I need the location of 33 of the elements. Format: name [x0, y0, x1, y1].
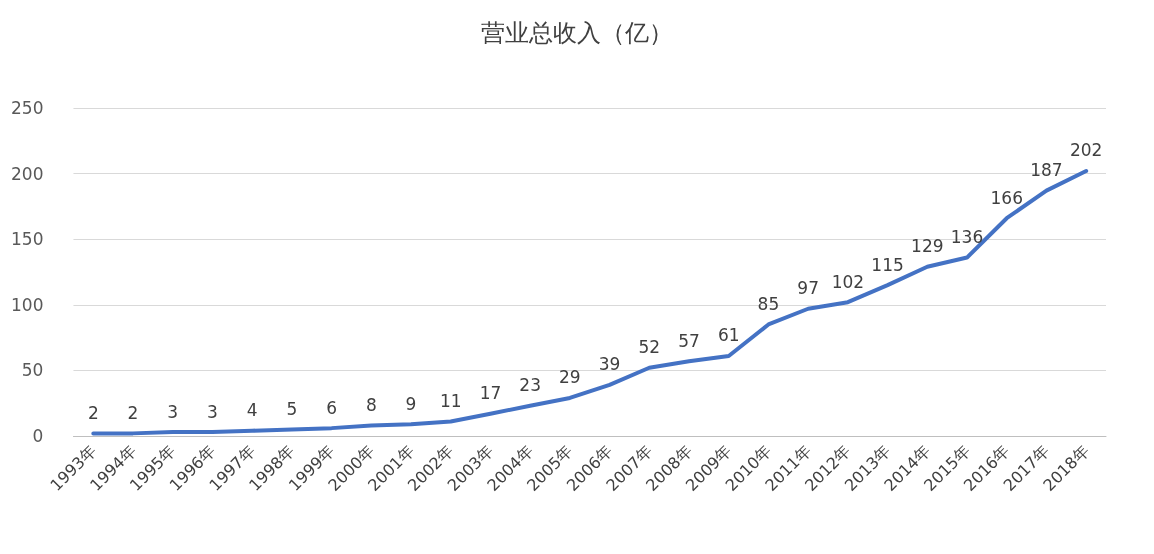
y-tick-label: 50 [21, 360, 44, 381]
data-label: 29 [559, 367, 581, 388]
data-label: 3 [207, 401, 218, 422]
data-label: 136 [950, 227, 984, 248]
data-label: 3 [167, 401, 179, 422]
data-label: 2 [127, 402, 139, 423]
data-label: 52 [638, 337, 661, 358]
data-label: 166 [990, 187, 1023, 208]
data-label: 61 [717, 325, 740, 346]
data-label: 129 [911, 236, 944, 257]
data-label: 17 [479, 383, 502, 404]
y-tick-label: 100 [10, 294, 44, 315]
y-tick-label: 0 [32, 426, 44, 446]
data-label: 5 [286, 398, 298, 419]
data-label: 6 [326, 397, 337, 418]
data-label: 8 [365, 395, 377, 415]
chart-title: 营业总收入（亿） [481, 19, 673, 47]
data-label: 4 [246, 400, 258, 421]
data-label: 9 [405, 393, 417, 414]
data-label: 202 [1069, 140, 1103, 161]
data-label: 85 [757, 293, 780, 314]
data-label: 57 [678, 330, 700, 351]
data-label: 23 [519, 375, 541, 396]
data-label: 115 [871, 254, 904, 275]
data-label: 39 [598, 354, 621, 375]
data-label: 11 [439, 391, 462, 412]
data-label: 2 [87, 402, 99, 423]
y-tick-label: 150 [10, 229, 44, 250]
data-label: 187 [1030, 160, 1063, 181]
y-tick-label: 200 [10, 163, 44, 184]
data-label: 97 [797, 278, 819, 299]
y-tick-label: 250 [10, 98, 44, 118]
data-label: 102 [831, 271, 865, 292]
